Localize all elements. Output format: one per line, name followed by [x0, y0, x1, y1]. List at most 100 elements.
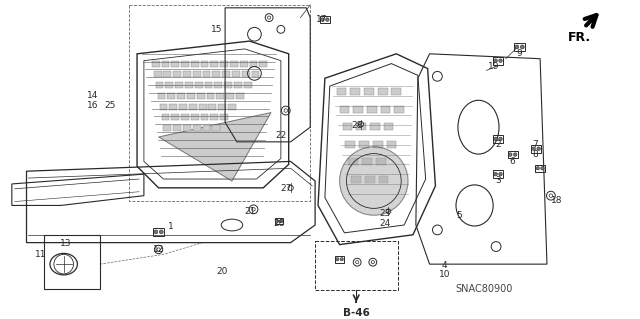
Circle shape [499, 137, 502, 141]
Text: 8: 8 [532, 150, 538, 159]
Bar [157, 93, 165, 99]
Bar [228, 104, 236, 109]
Bar [203, 71, 211, 77]
Bar [196, 93, 205, 99]
Bar [392, 88, 401, 95]
Bar [193, 71, 201, 77]
Bar [193, 125, 201, 131]
Bar [342, 123, 352, 130]
Bar [161, 61, 170, 67]
Circle shape [520, 45, 524, 49]
Circle shape [532, 147, 536, 151]
Text: 2: 2 [495, 140, 501, 149]
Bar [170, 104, 177, 109]
Bar [362, 159, 372, 165]
Text: 28: 28 [351, 121, 363, 130]
Text: 17: 17 [316, 15, 328, 24]
Text: 14: 14 [87, 91, 99, 100]
Bar [173, 125, 181, 131]
Circle shape [513, 153, 517, 156]
Text: 10: 10 [438, 271, 450, 279]
Bar [179, 104, 187, 109]
Text: 5: 5 [456, 211, 462, 220]
Text: 13: 13 [60, 239, 72, 248]
Bar [346, 141, 355, 148]
Bar [383, 123, 394, 130]
Text: 23: 23 [379, 209, 390, 218]
Bar [159, 104, 168, 109]
Text: 18: 18 [551, 196, 563, 205]
Circle shape [280, 219, 282, 223]
Bar [350, 88, 360, 95]
Bar [244, 82, 252, 88]
Bar [181, 61, 189, 67]
Bar [165, 82, 173, 88]
Bar [259, 61, 267, 67]
Bar [220, 61, 228, 67]
Bar [205, 82, 212, 88]
Bar [364, 88, 374, 95]
Bar [236, 93, 244, 99]
Bar [370, 123, 380, 130]
Bar [161, 115, 170, 120]
Bar [156, 82, 163, 88]
Bar [212, 71, 220, 77]
Bar [172, 115, 179, 120]
Bar [378, 88, 387, 95]
Bar [365, 176, 375, 183]
Text: 6: 6 [510, 157, 516, 166]
Bar [315, 241, 398, 290]
Text: 3: 3 [495, 176, 501, 185]
Bar [154, 71, 161, 77]
Bar [252, 71, 259, 77]
Bar [152, 61, 159, 67]
Bar [222, 71, 230, 77]
Bar [224, 82, 232, 88]
Circle shape [537, 147, 540, 151]
Bar [211, 115, 218, 120]
Text: 25: 25 [104, 101, 115, 110]
Bar [189, 104, 196, 109]
Bar [191, 115, 198, 120]
Bar [216, 93, 224, 99]
Bar [187, 93, 195, 99]
Bar [230, 61, 238, 67]
Bar [201, 61, 209, 67]
Text: 22: 22 [275, 130, 287, 139]
Bar [183, 71, 191, 77]
Text: 7: 7 [532, 140, 538, 149]
Circle shape [321, 18, 324, 21]
Text: 12: 12 [153, 245, 164, 254]
Bar [218, 104, 226, 109]
Circle shape [541, 167, 544, 170]
Bar [337, 88, 346, 95]
Bar [163, 71, 172, 77]
Bar [353, 106, 363, 113]
Bar [198, 104, 207, 109]
Text: 26: 26 [273, 219, 285, 227]
Bar [351, 176, 361, 183]
Bar [195, 82, 203, 88]
Bar [201, 115, 209, 120]
Text: 15: 15 [211, 25, 222, 34]
Circle shape [499, 59, 502, 63]
Circle shape [275, 219, 278, 223]
Text: SNAC80900: SNAC80900 [456, 284, 513, 293]
Bar [212, 125, 220, 131]
Bar [185, 82, 193, 88]
Text: 21: 21 [244, 207, 255, 216]
Polygon shape [159, 113, 271, 181]
Text: FR.: FR. [568, 31, 591, 44]
Circle shape [340, 147, 408, 215]
Circle shape [159, 230, 163, 234]
Text: 19: 19 [488, 62, 500, 71]
Bar [348, 159, 358, 165]
Bar [172, 61, 179, 67]
Bar [381, 106, 390, 113]
Bar [226, 93, 234, 99]
Circle shape [536, 167, 540, 170]
Bar [376, 159, 385, 165]
Bar [220, 115, 228, 120]
Bar [181, 115, 189, 120]
Bar [209, 104, 216, 109]
